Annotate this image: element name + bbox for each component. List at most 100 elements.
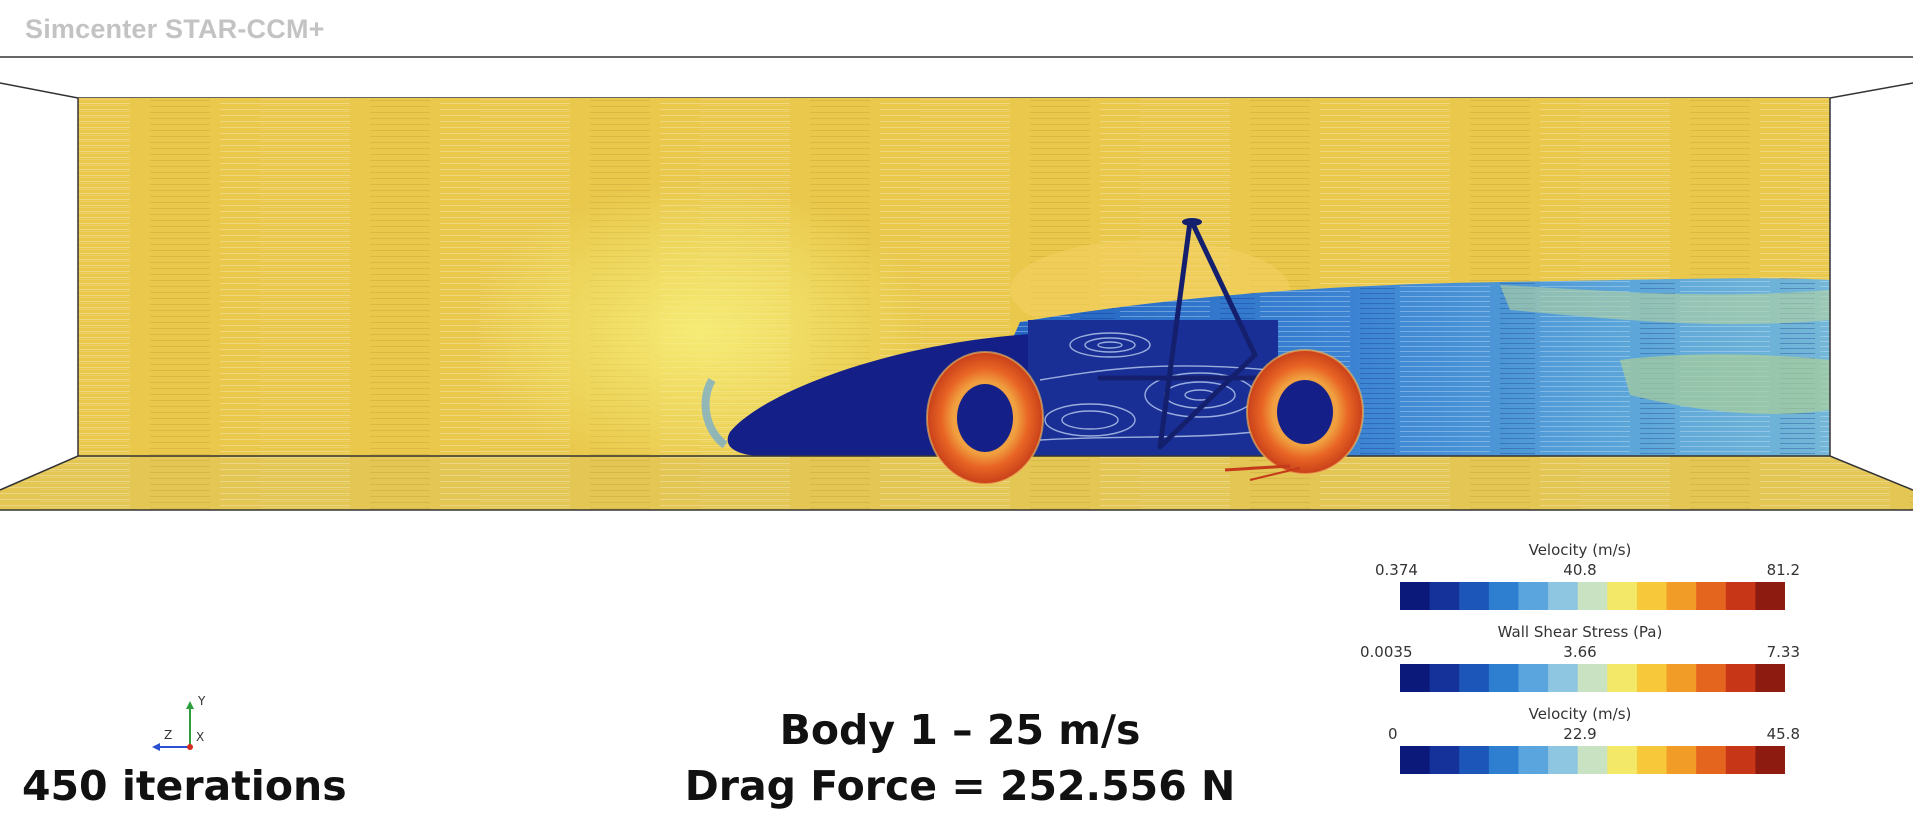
wall-shear-legend[interactable]: Wall Shear Stress (Pa) 0.0035 3.66 7.33: [1360, 623, 1800, 693]
domain-outline-top: [0, 82, 1913, 99]
colorbar-segment: [1444, 746, 1460, 774]
colorbar-segment: [1651, 582, 1668, 610]
colorbar-segment: [1681, 664, 1697, 692]
legend-colorbar: [1400, 746, 1785, 774]
colorbar-segment: [1770, 582, 1785, 610]
colorbar-segment: [1488, 746, 1505, 774]
colorbar-segment: [1533, 582, 1549, 610]
legend-max: 7.33: [1766, 643, 1800, 661]
wake-mixing: [1500, 285, 1830, 325]
x-axis-dot: [187, 744, 193, 750]
colorbar-segment: [1459, 664, 1475, 692]
colorbar-segment: [1666, 746, 1682, 774]
colorbar-segment: [1503, 746, 1520, 774]
ground-contact-vector: [1224, 464, 1291, 472]
wake-mixing-low: [1620, 354, 1830, 415]
colorbar-segment: [1548, 582, 1564, 610]
colorbar-segment: [1696, 664, 1712, 692]
colorbar-segment: [1740, 664, 1756, 692]
colorbar-segment: [1636, 582, 1653, 610]
colorbar-segment: [1636, 746, 1653, 774]
legend-min: 0: [1388, 725, 1398, 743]
floor-texture: [0, 456, 1913, 510]
colorbar-segment: [1533, 746, 1549, 774]
z-axis-arrow: [152, 743, 160, 751]
legend-title: Velocity (m/s): [1528, 705, 1632, 723]
colorbar-segment: [1414, 746, 1431, 774]
colorbar-segment: [1592, 582, 1608, 610]
front-tire: [926, 351, 1044, 485]
colorbar-segment: [1666, 582, 1682, 610]
colorbar-segment: [1696, 582, 1712, 610]
colorbar-segment: [1681, 582, 1697, 610]
colorbar-segment: [1414, 582, 1431, 610]
legend-colorbar: [1400, 664, 1785, 692]
colorbar-segment: [1725, 746, 1742, 774]
simulation-caption: Body 1 – 25 m/s: [779, 706, 1141, 754]
app-title: Simcenter STAR-CCM+: [25, 14, 325, 44]
colorbar-segment: [1518, 746, 1534, 774]
camera-mount: [1182, 218, 1202, 226]
colorbar-segment: [1533, 664, 1549, 692]
colorbar-segment: [1474, 746, 1490, 774]
colorbar-segment: [1474, 582, 1490, 610]
colorbar-segment: [1562, 664, 1579, 692]
colorbar-segment: [1562, 746, 1579, 774]
colorbar-segment: [1400, 664, 1416, 692]
colorbar-segment: [1488, 582, 1505, 610]
colorbar-segment: [1770, 746, 1785, 774]
colorbar-segment: [1562, 582, 1579, 610]
bow-wave: [701, 377, 728, 449]
colorbar-segment: [1414, 664, 1431, 692]
velocity-legend[interactable]: Velocity (m/s) 0.374 40.8 81.2: [1360, 541, 1800, 611]
colorbar-segment: [1636, 664, 1653, 692]
colorbar-segment: [1488, 664, 1505, 692]
legend-min: 0.0035: [1360, 643, 1413, 661]
legend-colorbar: [1400, 582, 1785, 610]
iterations-label: 450 iterations: [22, 762, 347, 810]
colorbar-segment: [1429, 582, 1446, 610]
colorbar-segment: [1710, 746, 1727, 774]
axes-triad[interactable]: Y Z X: [150, 695, 220, 755]
colorbar-segment: [1696, 746, 1712, 774]
colorbar-segment: [1651, 746, 1668, 774]
colorbar-segment: [1474, 664, 1490, 692]
colorbar-segment: [1548, 664, 1564, 692]
rear-tire: [1246, 349, 1364, 475]
colorbar-segment: [1444, 582, 1460, 610]
colorbar-segment: [1577, 746, 1594, 774]
colorbar-segment: [1459, 582, 1475, 610]
colorbar-segment: [1459, 746, 1475, 774]
colorbar-segment: [1681, 746, 1697, 774]
colorbar-segment: [1429, 746, 1446, 774]
legend-mid: 22.9: [1563, 725, 1597, 743]
colorbar-segment: [1503, 582, 1520, 610]
colorbar-segment: [1755, 582, 1771, 610]
legend-title: Velocity (m/s): [1528, 541, 1632, 559]
colorbar-segment: [1518, 582, 1534, 610]
colorbar-segment: [1548, 746, 1564, 774]
colorbar-segment: [1740, 582, 1756, 610]
colorbar-segment: [1622, 582, 1638, 610]
legend-title: Wall Shear Stress (Pa): [1497, 623, 1663, 641]
colorbar-segment: [1755, 746, 1771, 774]
legend-min: 0.374: [1375, 561, 1418, 579]
colorbar-segment: [1607, 664, 1623, 692]
colorbar-segment: [1725, 664, 1742, 692]
colorbar-segment: [1577, 582, 1594, 610]
ground-contact-vector-2: [1249, 467, 1301, 481]
velocity-legend-2[interactable]: Velocity (m/s) 0 22.9 45.8: [1360, 705, 1800, 775]
drag-force-label: Drag Force = 252.556 N: [684, 762, 1236, 810]
legend-mid: 40.8: [1563, 561, 1597, 579]
legend-max: 81.2: [1766, 561, 1800, 579]
colorbar-segment: [1622, 746, 1638, 774]
legend-mid: 3.66: [1563, 643, 1597, 661]
y-axis-arrow: [186, 701, 194, 709]
colorbar-segment: [1651, 664, 1668, 692]
colorbar-segment: [1740, 746, 1756, 774]
recirculation-zone: [1028, 320, 1278, 456]
colorbar-segment: [1710, 582, 1727, 610]
x-axis-label: X: [196, 730, 204, 744]
